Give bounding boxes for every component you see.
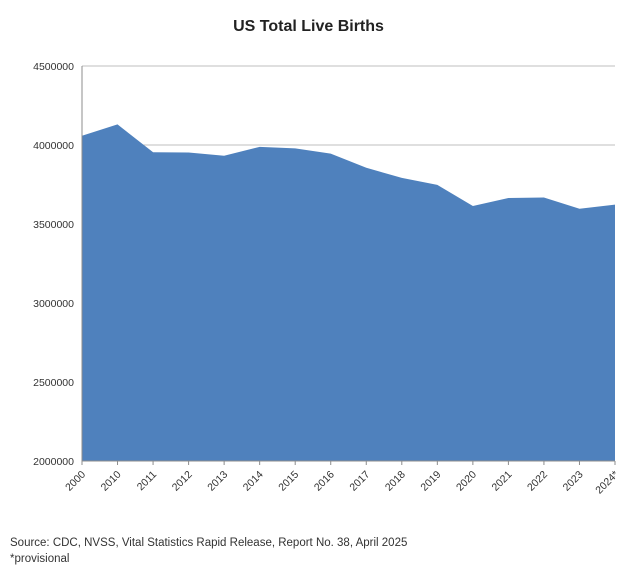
area-series (81, 124, 616, 462)
x-tick-label: 2022 (525, 469, 550, 494)
y-tick-label: 3000000 (33, 298, 74, 310)
area-fill (82, 124, 615, 462)
x-axis-ticks: 2000 2010 2011 2012 2013 2014 2015 2016 2017 2018… (63, 469, 617, 497)
x-tick-label: 2019 (418, 469, 443, 494)
provisional-note: *provisional (10, 553, 70, 565)
y-tick-label: 4500000 (33, 61, 74, 73)
x-tick-label: 2021 (490, 469, 515, 494)
x-tick-label: 2018 (383, 469, 408, 494)
y-axis-ticks: 2000000 2500000 3000000 3500000 4000000 45000… (33, 61, 74, 468)
chart-title: US Total Live Births (233, 18, 384, 35)
x-tick-label: 2014 (241, 469, 266, 494)
y-tick-label: 2000000 (33, 456, 74, 468)
x-tick-label: 2024* (593, 469, 617, 497)
x-tick-label: 2011 (135, 469, 160, 494)
x-tick-label: 2023 (561, 469, 586, 494)
x-tick-label: 2010 (99, 469, 124, 494)
x-tick-label: 2000 (63, 469, 88, 494)
x-tick-label: 2015 (276, 469, 301, 494)
x-tick-label: 2016 (312, 469, 337, 494)
axes (81, 66, 616, 465)
y-tick-label: 2500000 (33, 377, 74, 389)
x-tick-label: 2012 (170, 469, 195, 494)
x-tick-label: 2017 (347, 469, 372, 494)
y-tick-label: 4000000 (33, 140, 74, 152)
y-tick-label: 3500000 (33, 219, 74, 231)
x-tick-label: 2013 (205, 469, 230, 494)
source-note: Source: CDC, NVSS, Vital Statistics Rapi… (10, 537, 408, 549)
x-tick-label: 2020 (454, 469, 479, 494)
